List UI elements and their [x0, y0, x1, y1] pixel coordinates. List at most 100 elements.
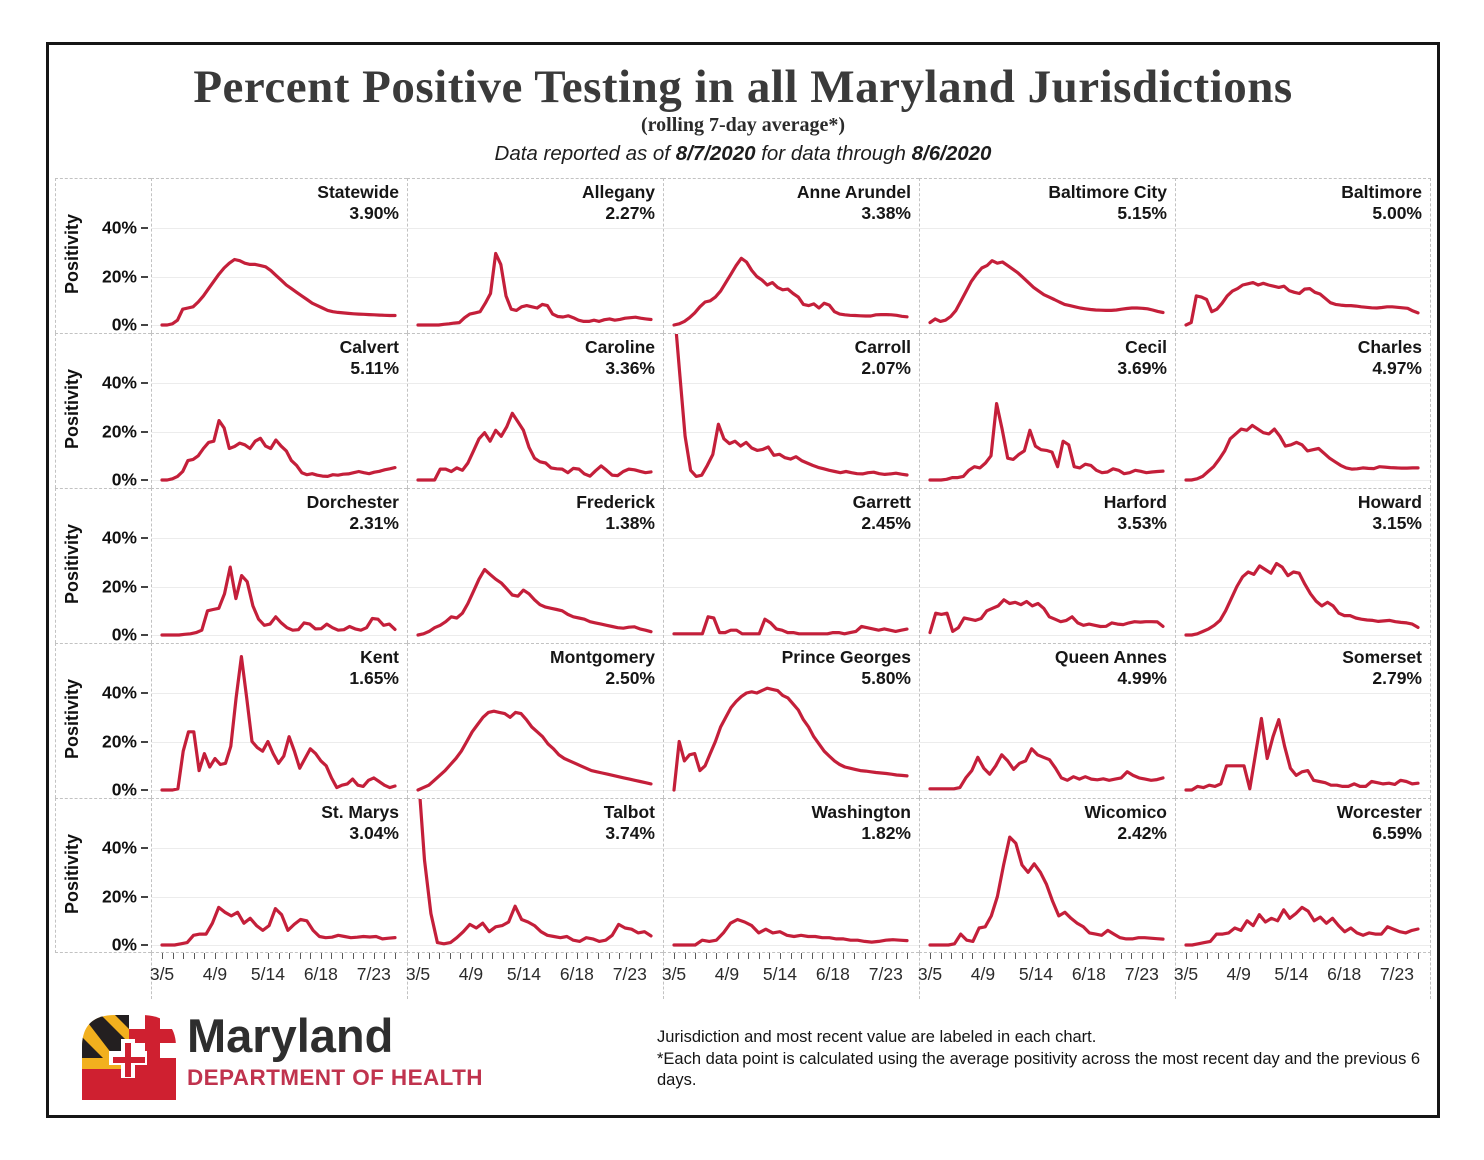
chart-cell-talbot: Talbot 3.74%	[407, 798, 663, 953]
chart-cell-harford: Harford 3.53%	[919, 488, 1175, 643]
sparkline-queen-annes	[928, 747, 1165, 791]
positivity-line	[672, 917, 909, 947]
gridline-0pct	[1176, 635, 1430, 636]
x-minor-tick	[246, 953, 248, 959]
latest-value: 4.97%	[1372, 358, 1422, 378]
chart-cell-howard: Howard 3.15%	[1175, 488, 1431, 643]
y-tick-mark-20	[141, 430, 148, 433]
y-axis-row-3: Positivity 40% 20% 0%	[55, 488, 151, 645]
sparkline-howard	[1184, 561, 1420, 637]
gridline-0pct	[664, 635, 919, 636]
gridline-0pct	[1176, 480, 1430, 481]
sparkline-baltimore	[1184, 280, 1420, 327]
y-tick-label-40: 40%	[101, 527, 137, 548]
page-title: Percent Positive Testing in all Maryland…	[193, 61, 1293, 113]
latest-value: 3.36%	[605, 358, 655, 378]
x-minor-tick	[278, 953, 280, 959]
x-minor-tick	[587, 953, 589, 959]
x-minor-tick	[1280, 953, 1282, 959]
chart-cell-frederick: Frederick 1.38%	[407, 488, 663, 643]
report-date-middle: for data through	[755, 142, 912, 165]
chart-label-worcester: Worcester 6.59%	[1337, 802, 1422, 844]
sparkline-calvert	[160, 418, 397, 482]
latest-value: 3.53%	[1117, 513, 1167, 533]
jurisdiction-name: Washington	[811, 802, 911, 822]
x-minor-tick	[1323, 953, 1325, 959]
x-minor-tick	[1035, 953, 1037, 959]
y-tick-mark-0	[141, 479, 148, 481]
x-minor-tick	[726, 953, 728, 959]
x-minor-tick	[832, 953, 834, 959]
x-minor-tick	[1067, 953, 1069, 959]
chart-label-prince-georges: Prince Georges 5.80%	[782, 647, 911, 689]
x-minor-tick	[864, 953, 866, 959]
gridline-20pct	[152, 431, 407, 433]
x-minor-tick	[993, 953, 995, 959]
gridline-0pct	[1176, 945, 1430, 946]
y-tick-mark-0	[141, 789, 148, 791]
footnote-line-2: *Each data point is calculated using the…	[657, 1049, 1421, 1090]
y-axis-title: Positivity	[62, 678, 82, 760]
report-date-prefix: Data reported as of	[494, 142, 676, 165]
sparkline-caroline	[416, 411, 653, 482]
chart-label-washington: Washington 1.82%	[812, 802, 911, 844]
y-tick-mark-20	[141, 740, 148, 743]
jurisdiction-name: Frederick	[576, 492, 655, 512]
x-minor-tick	[640, 953, 642, 959]
x-minor-tick	[492, 953, 494, 959]
chart-label-calvert: Calvert 5.11%	[340, 337, 399, 379]
chart-label-cecil: Cecil 3.69%	[1117, 337, 1167, 379]
x-tick-label-5-14: 5/14	[762, 964, 797, 984]
jurisdiction-name: Caroline	[584, 337, 655, 357]
x-minor-tick	[428, 953, 430, 959]
x-minor-tick	[961, 953, 963, 959]
jurisdiction-name: Charles	[1357, 337, 1422, 357]
x-minor-tick	[352, 953, 354, 959]
positivity-line	[416, 567, 653, 637]
positivity-line	[674, 334, 909, 478]
x-tick-label-3-5: 3/5	[917, 964, 943, 984]
gridline-40pct	[664, 693, 919, 694]
gridline-40pct	[664, 228, 919, 229]
x-minor-tick	[1333, 953, 1335, 959]
logo-maryland-text: Maryland	[187, 1009, 394, 1062]
chart-label-dorchester: Dorchester 2.31%	[307, 492, 399, 534]
x-minor-tick	[896, 953, 898, 959]
gridline-40pct	[920, 228, 1175, 229]
chart-cell-st-marys: St. Marys 3.04%	[151, 798, 407, 953]
y-tick-label-20: 20%	[101, 576, 137, 596]
y-axis-row-4: Positivity 40% 20% 0%	[55, 643, 151, 800]
x-minor-tick	[608, 953, 610, 959]
x-minor-tick	[1186, 953, 1187, 959]
report-date-line: Data reported as of 8/7/2020 for data th…	[49, 142, 1437, 166]
gridline-20pct	[920, 276, 1175, 278]
x-minor-tick	[384, 953, 386, 959]
gridline-0pct	[152, 635, 407, 636]
x-minor-tick	[801, 953, 803, 959]
chart-label-kent: Kent 1.65%	[349, 647, 399, 689]
y-axis-title: Positivity	[62, 368, 82, 450]
y-tick-label-0: 0%	[111, 624, 137, 645]
chart-label-frederick: Frederick 1.38%	[576, 492, 655, 534]
positivity-line	[928, 747, 1165, 791]
x-minor-tick	[1078, 953, 1080, 959]
y-axis-title: Positivity	[62, 833, 82, 915]
x-minor-tick	[737, 953, 739, 959]
gridline-40pct	[920, 383, 1175, 384]
x-minor-tick	[363, 953, 365, 959]
x-minor-tick	[1099, 953, 1101, 959]
y-tick-label-40: 40%	[101, 217, 137, 238]
x-minor-tick	[1312, 953, 1314, 959]
x-minor-tick	[1141, 953, 1143, 959]
x-minor-tick	[418, 953, 419, 959]
gridline-0pct	[152, 945, 407, 946]
chart-cell-prince-georges: Prince Georges 5.80%	[663, 643, 919, 798]
sparkline-anne-arundel	[672, 256, 909, 327]
x-minor-tick	[822, 953, 824, 959]
sparkline-montgomery	[416, 709, 653, 792]
sparkline-worcester	[1184, 905, 1420, 947]
logo-department-text: DEPARTMENT OF HEALTH	[187, 1065, 483, 1090]
sparkline-st-marys	[160, 905, 397, 947]
y-tick-mark-0	[141, 944, 148, 946]
gridline-0pct	[920, 325, 1175, 326]
